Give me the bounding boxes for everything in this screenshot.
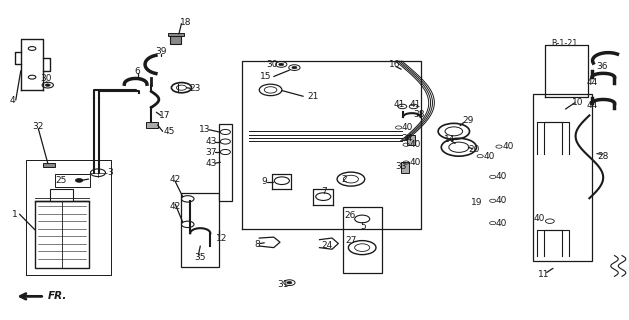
Text: 31: 31 (277, 280, 289, 289)
Circle shape (292, 66, 297, 69)
Bar (55, 174, 90, 187)
Text: 15: 15 (260, 72, 271, 81)
Text: 8: 8 (254, 240, 260, 249)
Text: B-1-21: B-1-21 (552, 39, 578, 48)
Text: 17: 17 (159, 111, 171, 120)
Text: 40: 40 (496, 219, 507, 228)
Text: 9: 9 (262, 177, 267, 186)
Circle shape (45, 84, 50, 86)
Text: 10: 10 (572, 98, 584, 107)
Circle shape (287, 281, 292, 284)
Text: 11: 11 (538, 270, 549, 279)
Text: 40: 40 (533, 214, 545, 223)
Text: 45: 45 (163, 127, 175, 136)
Text: 44: 44 (586, 78, 598, 87)
Text: 40: 40 (496, 172, 507, 181)
Text: 30: 30 (40, 74, 52, 83)
Text: FR.: FR. (48, 292, 67, 301)
Text: 32: 32 (33, 122, 44, 131)
Bar (343, 207, 382, 273)
Text: 42: 42 (170, 202, 181, 211)
Bar (401, 162, 409, 173)
Text: 43: 43 (205, 159, 216, 168)
Text: 13: 13 (199, 125, 211, 134)
Bar (168, 33, 184, 36)
Text: 33: 33 (396, 162, 407, 171)
Text: 6: 6 (135, 67, 140, 76)
Text: 30: 30 (266, 60, 277, 69)
Bar (50, 189, 74, 201)
Text: 40: 40 (496, 196, 507, 205)
Circle shape (279, 63, 284, 66)
Text: 43: 43 (205, 137, 216, 146)
Text: 41: 41 (409, 100, 421, 109)
Text: 35: 35 (194, 253, 206, 262)
Text: 7: 7 (321, 188, 328, 196)
Text: 34: 34 (402, 134, 413, 143)
Text: 42: 42 (170, 175, 181, 184)
Text: 26: 26 (344, 211, 355, 220)
Bar (147, 122, 158, 128)
Text: 27: 27 (345, 236, 357, 245)
Text: 5: 5 (360, 222, 366, 231)
Text: 1: 1 (11, 210, 18, 219)
Text: 40: 40 (483, 152, 494, 161)
Bar (408, 135, 415, 145)
Text: 21: 21 (308, 92, 319, 101)
Text: 19: 19 (470, 197, 482, 206)
Bar (35, 201, 89, 268)
Text: 12: 12 (216, 234, 227, 243)
Bar (219, 124, 231, 201)
Text: 29: 29 (462, 116, 474, 125)
Text: 38: 38 (413, 110, 425, 119)
Text: 3: 3 (108, 168, 113, 177)
Text: 2: 2 (342, 175, 347, 184)
Text: 40: 40 (409, 158, 421, 167)
Text: 40: 40 (502, 142, 513, 151)
Text: 37: 37 (205, 148, 217, 156)
Bar (170, 36, 181, 44)
Circle shape (75, 179, 83, 182)
Text: 36: 36 (596, 61, 608, 70)
Text: 16: 16 (389, 60, 401, 69)
Text: 44: 44 (586, 101, 598, 110)
Bar (43, 163, 55, 167)
Text: 28: 28 (598, 152, 609, 161)
Text: 41: 41 (394, 100, 405, 109)
Text: 25: 25 (55, 176, 67, 185)
Text: 20: 20 (469, 145, 480, 154)
Text: 14: 14 (443, 135, 455, 144)
Text: 40: 40 (409, 140, 421, 149)
Text: 39: 39 (155, 47, 167, 56)
Text: 40: 40 (402, 123, 413, 132)
Text: 18: 18 (180, 19, 192, 28)
Bar (181, 194, 219, 267)
Text: 23: 23 (189, 84, 201, 93)
Bar (533, 94, 592, 261)
Text: 4: 4 (9, 96, 15, 105)
Text: 24: 24 (321, 241, 333, 250)
